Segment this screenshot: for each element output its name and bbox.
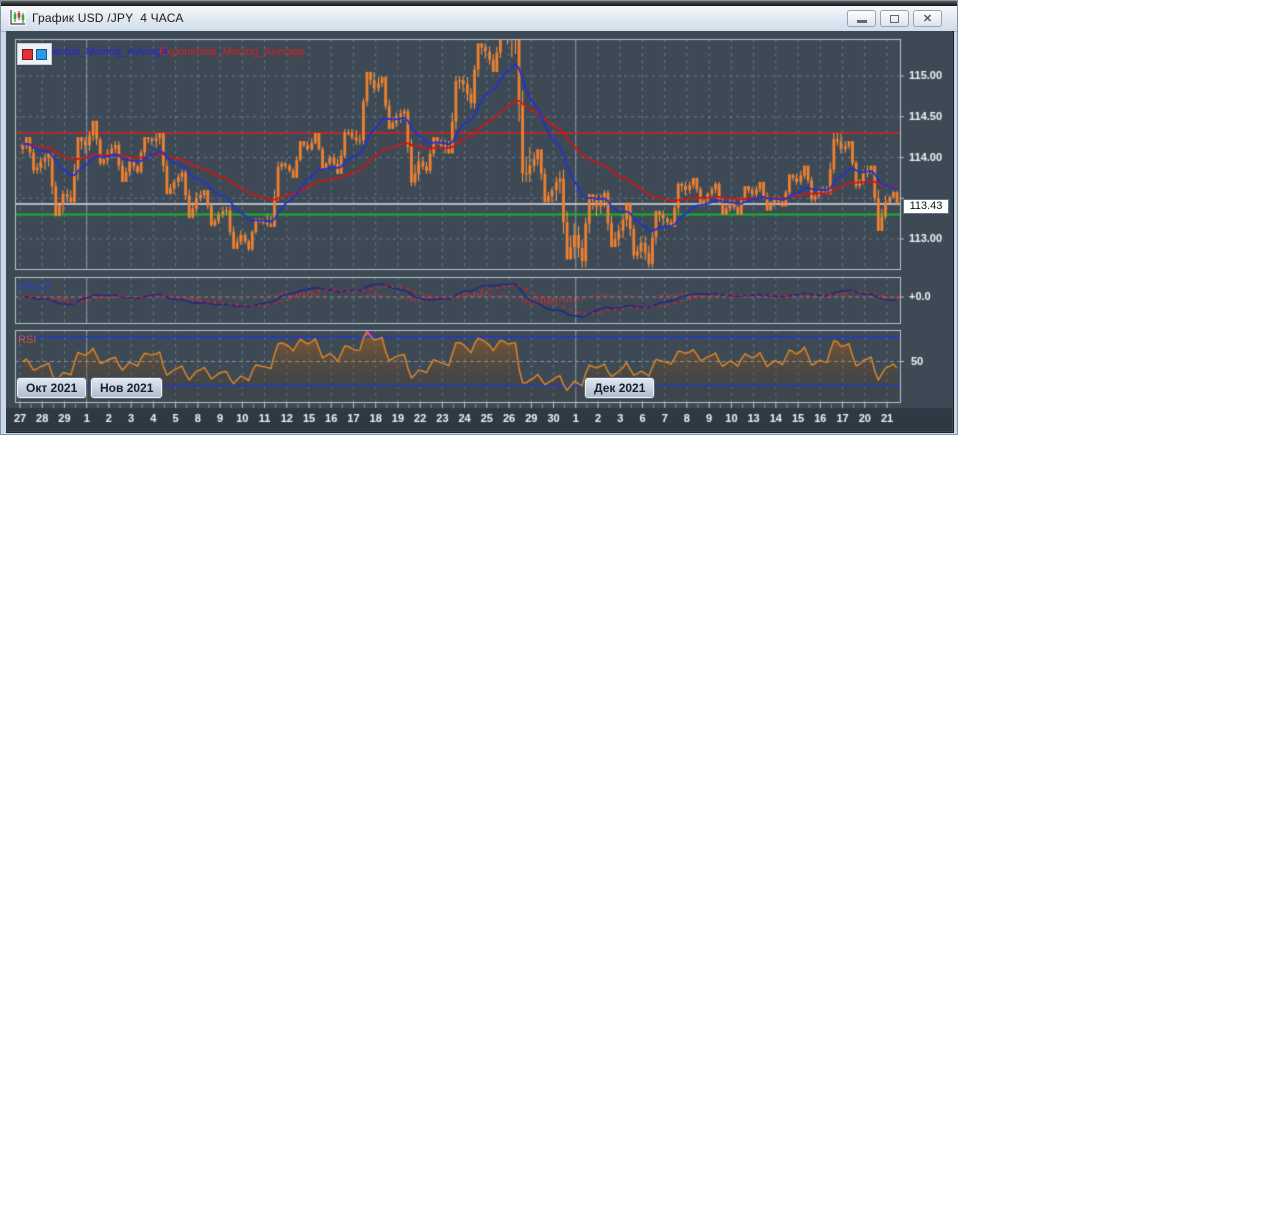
rsi-panel-label: RSI	[18, 334, 37, 346]
titlebar[interactable]: График USD /JPY 4 ЧАСА ✕	[1, 6, 957, 32]
close-icon: ✕	[922, 13, 933, 25]
month-button-dec[interactable]: Дек 2021	[585, 378, 655, 398]
maximize-button[interactable]	[880, 10, 909, 27]
minimize-button[interactable]	[847, 10, 876, 27]
indicator-toolbar	[17, 43, 52, 65]
close-button[interactable]: ✕	[913, 10, 942, 27]
red-indicator-button[interactable]	[22, 48, 33, 60]
blue-indicator-button[interactable]	[36, 48, 47, 60]
ema-slow-legend: Exponential_Moving_Average	[159, 46, 305, 58]
window-top-edge	[1, 1, 957, 6]
current-price-badge: 113.43	[903, 199, 949, 214]
minimize-icon	[857, 20, 867, 23]
month-button-oct[interactable]: Окт 2021	[17, 378, 87, 398]
chart-canvas[interactable]	[6, 31, 952, 431]
window-icon	[9, 9, 26, 26]
chart-window: График USD /JPY 4 ЧАСА ✕ Exponential_Mov…	[0, 0, 958, 435]
ema-fast-legend: Exponential_Moving_Average	[22, 46, 168, 58]
month-button-nov[interactable]: Нов 2021	[91, 378, 163, 398]
maximize-icon	[890, 15, 899, 23]
macd-panel-label: MACD	[18, 281, 51, 293]
page-title: График USD /JPY 4 ЧАСА	[32, 11, 184, 25]
